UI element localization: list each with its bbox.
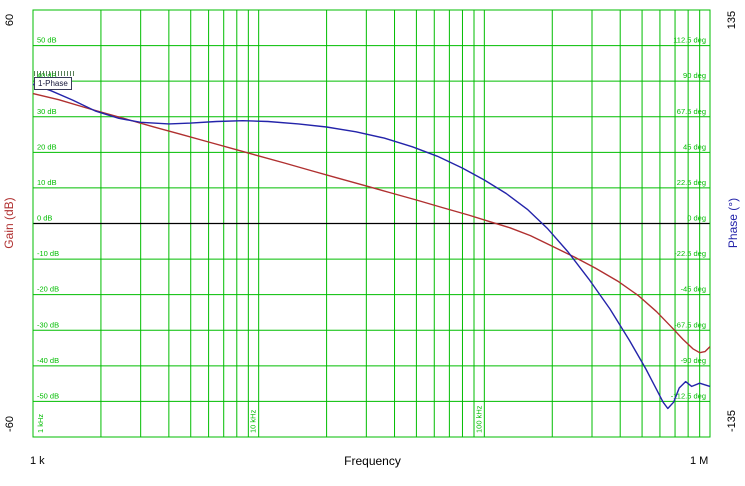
svg-text:67.5 deg: 67.5 deg bbox=[677, 107, 706, 116]
svg-text:-67.5 deg: -67.5 deg bbox=[674, 320, 706, 329]
tiny-legend-text bbox=[34, 71, 76, 76]
svg-text:10 kHz: 10 kHz bbox=[249, 409, 258, 433]
svg-text:100 kHz: 100 kHz bbox=[474, 405, 483, 433]
svg-text:20 dB: 20 dB bbox=[37, 142, 57, 151]
svg-text:50 dB: 50 dB bbox=[37, 36, 57, 45]
svg-text:90 deg: 90 deg bbox=[683, 71, 706, 80]
svg-text:-30 dB: -30 dB bbox=[37, 320, 59, 329]
svg-text:-45 deg: -45 deg bbox=[681, 285, 706, 294]
svg-text:-90 deg: -90 deg bbox=[681, 356, 706, 365]
left-axis-bottom-value: -60 bbox=[4, 416, 16, 432]
x-axis-min-label: 1 k bbox=[30, 455, 45, 467]
svg-text:45 deg: 45 deg bbox=[683, 142, 706, 151]
right-axis-top-value: 135 bbox=[726, 10, 738, 30]
svg-text:1 kHz: 1 kHz bbox=[36, 414, 45, 433]
x-axis-title: Frequency bbox=[344, 454, 401, 468]
gain-axis-title: Gain (dB) bbox=[2, 197, 16, 249]
phase-axis-title: Phase (°) bbox=[726, 197, 740, 249]
svg-text:-50 dB: -50 dB bbox=[37, 391, 59, 400]
svg-text:30 dB: 30 dB bbox=[37, 107, 57, 116]
svg-text:22.5 deg: 22.5 deg bbox=[677, 178, 706, 187]
svg-text:112.5 deg: 112.5 deg bbox=[673, 36, 706, 45]
right-axis-bottom-value: -135 bbox=[726, 409, 738, 433]
svg-text:0 deg: 0 deg bbox=[687, 214, 706, 223]
svg-text:-40 dB: -40 dB bbox=[37, 356, 59, 365]
svg-text:-112.5 deg: -112.5 deg bbox=[671, 391, 706, 400]
left-axis-top-value: 60 bbox=[4, 13, 16, 27]
svg-text:0 dB: 0 dB bbox=[37, 214, 52, 223]
svg-text:-22.5 deg: -22.5 deg bbox=[674, 249, 706, 258]
svg-text:-10 dB: -10 dB bbox=[37, 249, 59, 258]
x-axis-max-label: 1 M bbox=[690, 455, 709, 467]
svg-text:-20 dB: -20 dB bbox=[37, 285, 59, 294]
curve-label-tag[interactable]: 1-Phase bbox=[34, 77, 72, 90]
svg-text:10 dB: 10 dB bbox=[37, 178, 57, 187]
